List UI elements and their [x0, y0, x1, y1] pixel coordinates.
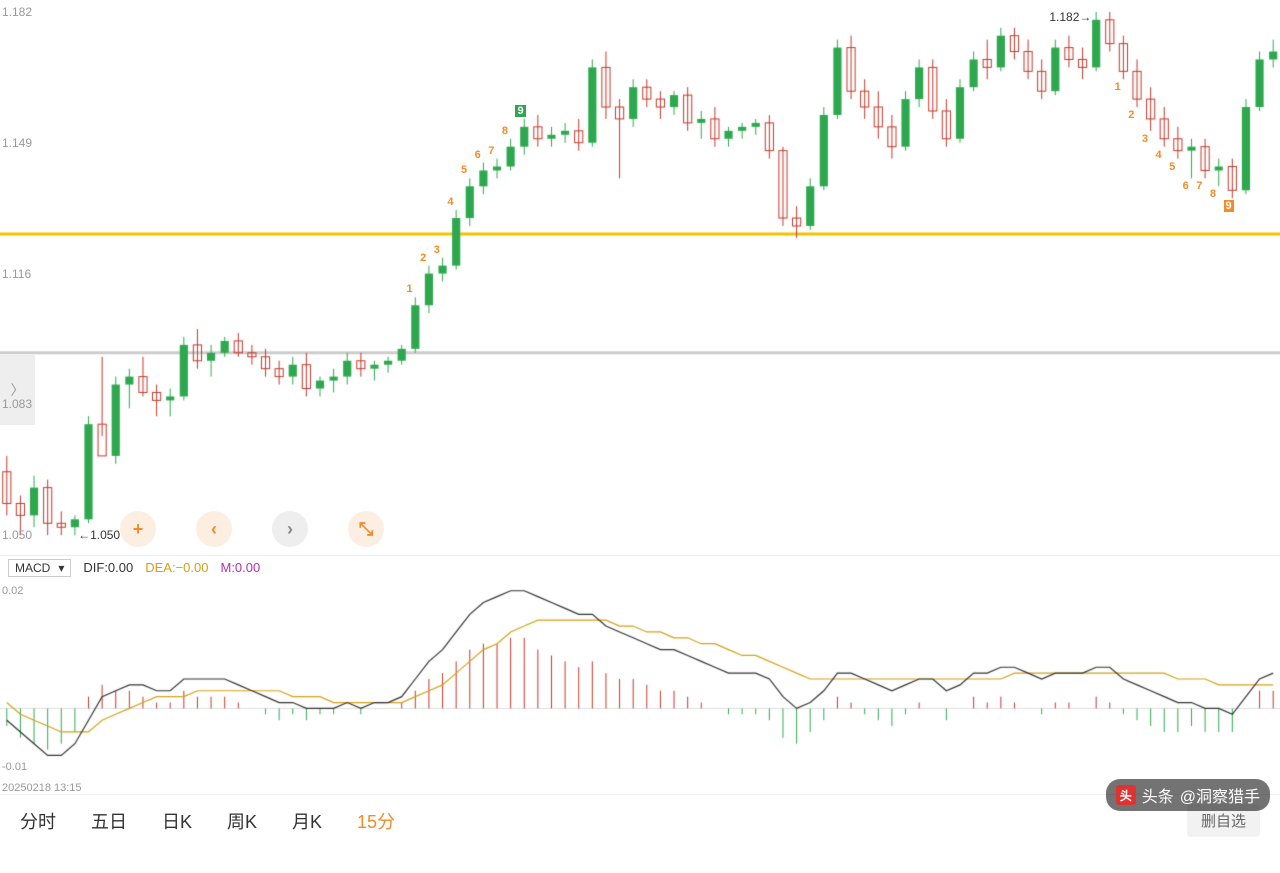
macd-y-label: 0.02 — [2, 585, 23, 597]
watermark: 头 头条 @洞察猎手 — [1106, 779, 1270, 811]
prev-button[interactable]: ‹ — [196, 511, 232, 547]
y-axis-label: 1.149 — [2, 136, 32, 150]
toutiao-logo-icon: 头 — [1116, 785, 1136, 805]
td-count-down: 9 — [1224, 200, 1234, 212]
timeframe-tab[interactable]: 分时 — [20, 808, 56, 834]
td-count-up: 7 — [488, 145, 494, 157]
chart-expand-arrow[interactable]: 〉 — [0, 355, 35, 425]
td-count-down: 1 — [1115, 81, 1121, 93]
dif-label: DIF:0.00 — [83, 560, 133, 575]
td-count-up: 5 — [461, 164, 467, 176]
td-count-down: 3 — [1142, 133, 1148, 145]
timeframe-tab[interactable]: 15分 — [357, 808, 395, 834]
td-count-up: 8 — [502, 125, 508, 137]
indicator-label: MACD — [15, 561, 50, 575]
indicator-selector[interactable]: MACD ▾ — [8, 559, 71, 577]
candlestick-chart[interactable]: 〉 + ‹ › ⤡ 1.050 1.083 1.116 1.149 1.182 ←1.05… — [0, 0, 1280, 555]
timeframe-tabs: 分时五日日K周K月K15分 删自选 — [0, 794, 1280, 846]
chevron-down-icon: ▾ — [58, 561, 64, 575]
td-count-up: 2 — [420, 252, 426, 264]
macd-y-label: -0.01 — [2, 761, 27, 773]
td-count-up: 6 — [475, 149, 481, 161]
td-count-up: 4 — [447, 196, 453, 208]
td-count-up: 9 — [515, 105, 525, 117]
zoom-in-button[interactable]: + — [120, 511, 156, 547]
td-count-down: 4 — [1155, 149, 1161, 161]
m-label: M:0.00 — [220, 560, 260, 575]
next-button[interactable]: › — [272, 511, 308, 547]
td-count-down: 5 — [1169, 161, 1175, 173]
td-count-down: 6 — [1183, 180, 1189, 192]
td-count-down: 2 — [1128, 109, 1134, 121]
timestamp-label: 20250218 13:15 — [2, 782, 82, 794]
dea-label: DEA:−0.00 — [145, 560, 208, 575]
timeframe-tab[interactable]: 日K — [162, 808, 192, 834]
y-axis-label: 1.050 — [2, 528, 32, 542]
td-count-down: 7 — [1196, 180, 1202, 192]
macd-chart[interactable]: 20250218 13:15 0.02 -0.01 — [0, 579, 1280, 794]
indicator-bar: MACD ▾ DIF:0.00 DEA:−0.00 M:0.00 — [0, 555, 1280, 579]
low-price-marker: ←1.050 — [78, 528, 120, 542]
td-count-up: 3 — [434, 244, 440, 256]
chart-controls: + ‹ › ⤡ — [120, 511, 384, 547]
y-axis-label: 1.083 — [2, 397, 32, 411]
timeframe-tab[interactable]: 周K — [227, 808, 257, 834]
watermark-prefix: 头条 — [1142, 783, 1174, 807]
high-price-marker: 1.182→ — [1049, 10, 1091, 24]
collapse-button[interactable]: ⤡ — [348, 511, 384, 547]
td-count-up: 1 — [407, 283, 413, 295]
candle-canvas — [0, 0, 1280, 555]
td-count-down: 8 — [1210, 188, 1216, 200]
watermark-handle: @洞察猎手 — [1180, 783, 1260, 807]
timeframe-tab[interactable]: 五日 — [91, 808, 127, 834]
y-axis-label: 1.182 — [2, 5, 32, 19]
macd-canvas — [0, 579, 1280, 794]
timeframe-tab[interactable]: 月K — [292, 808, 322, 834]
y-axis-label: 1.116 — [2, 267, 31, 281]
